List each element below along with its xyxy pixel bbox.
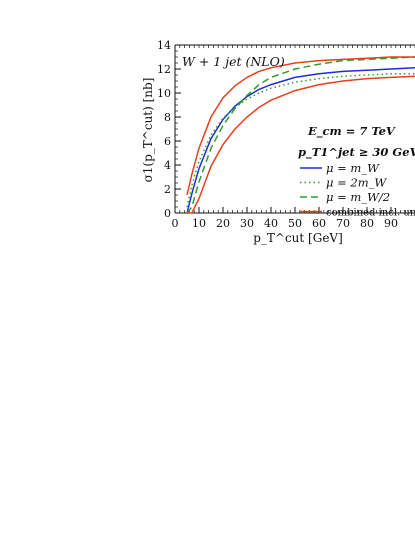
series-line-4 <box>187 75 415 214</box>
x-tick-label: 0 <box>172 217 179 230</box>
tick-labels: 0 10 20 30 40 50 60 70 80 90 0 2 4 6 8 10 12 14 <box>157 39 398 230</box>
y-tick-label: 2 <box>164 183 171 196</box>
jet-cut-annotation: p_T1^jet ≥ 30 GeV <box>298 145 415 160</box>
series-line-2 <box>186 56 415 214</box>
y-tick-label: 14 <box>157 39 171 52</box>
y-axis-label: σ1(p_T^cut) [nb] <box>141 78 155 183</box>
x-tick-label: 10 <box>192 217 206 230</box>
y-tick-label: 4 <box>164 159 171 172</box>
x-tick-label: 60 <box>312 217 326 230</box>
y-tick-label: 10 <box>157 87 171 100</box>
curves <box>186 56 415 214</box>
y-tick-label: 12 <box>157 63 171 76</box>
x-tick-label: 50 <box>288 217 302 230</box>
y-tick-label: 6 <box>164 135 171 148</box>
x-tick-label: 80 <box>360 217 374 230</box>
y-tick-label: 8 <box>164 111 171 124</box>
x-axis-label: p_T^cut [GeV] <box>253 231 343 245</box>
y-tick-label: 0 <box>164 207 171 220</box>
legend-label: μ = 2m_W <box>326 176 387 190</box>
x-tick-label: 70 <box>336 217 350 230</box>
x-tick-label: 40 <box>264 217 278 230</box>
series-line-3 <box>186 56 415 196</box>
x-tick-label: 90 <box>384 217 398 230</box>
legend-label: combined incl. unc. <box>326 208 415 219</box>
x-tick-label: 20 <box>216 217 230 230</box>
series-line-0 <box>186 67 415 214</box>
ticks <box>174 44 415 214</box>
legend: μ = m_Wμ = 2m_Wμ = m_W/2 combined incl. u… <box>300 161 415 219</box>
x-tick-label: 30 <box>240 217 254 230</box>
energy-annotation: E_cm = 7 TeV <box>307 124 396 139</box>
legend-label: μ = m_W/2 <box>326 190 390 204</box>
series-line-1 <box>186 73 415 208</box>
legend-label: μ = m_W <box>326 161 380 175</box>
chart-title: W + 1 jet (NLO) <box>182 54 285 69</box>
